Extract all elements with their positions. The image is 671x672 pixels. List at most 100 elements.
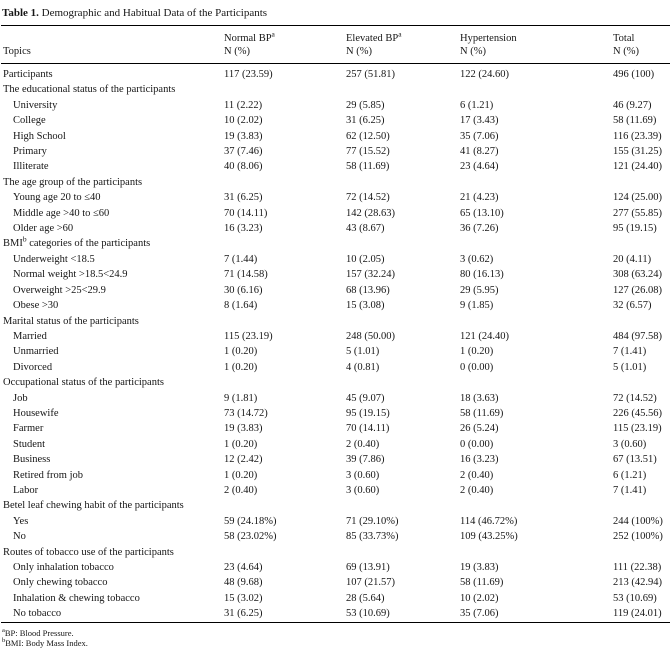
row-value: 3 (0.62) — [460, 253, 494, 265]
row-topic: Married — [13, 330, 47, 342]
row-topic: Normal weight >18.5<24.9 — [13, 269, 128, 281]
row-value: 58 (11.69) — [460, 577, 504, 589]
row-value: 59 (24.18%) — [224, 515, 277, 527]
footnote-marker: b — [22, 236, 27, 244]
row-value: 3 (0.60) — [346, 484, 380, 496]
section-row: BMIb categories of the participants — [1, 236, 670, 251]
footnote-marker: a — [398, 29, 402, 39]
col-header-label: Elevated BP — [346, 33, 399, 44]
row-value: 8 (1.64) — [224, 300, 258, 312]
row-value: 70 (14.11) — [224, 207, 268, 219]
footnote-marker: b — [2, 637, 6, 645]
row-value: 19 (3.83) — [224, 130, 263, 142]
row-topic: Underweight <18.5 — [13, 253, 95, 265]
row-value: 10 (2.05) — [346, 253, 385, 265]
data-row: Primary 37 (7.46) 77 (15.52) 41 (8.27) 155 (… — [1, 144, 670, 159]
row-value: 115 (23.19) — [613, 423, 662, 435]
row-value: 77 (15.52) — [346, 146, 390, 158]
row-value: 2 (0.40) — [346, 438, 380, 450]
data-row: Job 9 (1.81) 45 (9.07) 18 (3.63) 72 (14.52) — [1, 391, 670, 406]
data-row: Business 12 (2.42) 39 (7.86) 16 (3.23) 67 (1… — [1, 452, 670, 467]
row-value: 308 (63.24) — [613, 269, 662, 281]
row-value: 9 (1.81) — [224, 392, 258, 404]
row-value: 46 (9.27) — [613, 99, 652, 111]
row-value: 16 (3.23) — [460, 454, 499, 466]
row-value: 53 (10.69) — [346, 608, 390, 620]
demographics-table: Topics Normal BPa N (%) Elevated BPa N (… — [1, 25, 670, 623]
row-value: 0 (0.00) — [460, 361, 494, 373]
row-value: 107 (21.57) — [346, 577, 395, 589]
data-row: Illiterate 40 (8.06) 58 (11.69) 23 (4.64) 12… — [1, 159, 670, 174]
row-value: 114 (46.72%) — [460, 515, 518, 527]
table-header: Topics Normal BPa N (%) Elevated BPa N (… — [1, 25, 670, 64]
data-row: Middle age >40 to ≤60 70 (14.11) 142 (28.6… — [1, 206, 670, 221]
section-row: Occupational status of the participants — [1, 375, 670, 390]
row-value: 23 (4.64) — [224, 562, 263, 573]
row-value: 157 (32.24) — [346, 269, 395, 281]
row-topic: Unmarried — [13, 346, 59, 358]
section-label: Routes of tobacco use of the participant… — [3, 546, 174, 558]
table-body: Participants 117 (23.59) 257 (51.81) 122 (2… — [1, 64, 670, 623]
row-topic: Business — [13, 454, 51, 466]
data-row: University 11 (2.22) 29 (5.85) 6 (1.21) 46 (… — [1, 98, 670, 113]
row-value: 10 (2.02) — [460, 592, 499, 604]
row-value: 252 (100%) — [613, 531, 663, 543]
row-topic: Student — [13, 438, 46, 450]
row-value: 32 (6.57) — [613, 300, 652, 312]
row-value: 43 (8.67) — [346, 223, 385, 235]
row-value: 53 (10.69) — [613, 592, 657, 604]
row-value: 117 (23.59) — [224, 69, 273, 80]
footnote-bp: aBP: Blood Pressure. — [2, 627, 669, 639]
row-value: 73 (14.72) — [224, 407, 268, 419]
data-row: Only chewing tobacco 48 (9.68) 107 (21.57)… — [1, 575, 670, 590]
data-row: Divorced 1 (0.20) 4 (0.81) 0 (0.00) 5 (1.01) — [1, 360, 670, 375]
footnote-text: BMI: Body Mass Index. — [5, 638, 88, 649]
section-label: Betel leaf chewing habit of the particip… — [3, 500, 184, 512]
data-row: Only inhalation tobacco 23 (4.64) 69 (13.9… — [1, 560, 670, 575]
row-value: 226 (45.56) — [613, 407, 662, 419]
row-value: 18 (3.63) — [460, 392, 499, 404]
footnote-marker: a — [271, 29, 275, 39]
row-topic: Farmer — [13, 423, 44, 435]
row-value: 23 (4.64) — [460, 161, 499, 173]
row-topic: Divorced — [13, 361, 53, 373]
row-value: 12 (2.42) — [224, 454, 263, 466]
row-value: 1 (0.20) — [224, 346, 258, 358]
data-row: Housewife 73 (14.72) 95 (19.15) 58 (11.69) 2… — [1, 406, 670, 421]
row-value: 62 (12.50) — [346, 130, 390, 142]
row-value: 31 (6.25) — [224, 608, 263, 620]
section-label: Marital status of the participants — [3, 315, 139, 327]
table-title: Table 1. Demographic and Habitual Data o… — [1, 4, 670, 25]
row-value: 72 (14.52) — [346, 192, 390, 204]
row-value: 5 (1.01) — [346, 346, 380, 358]
row-value: 2 (0.40) — [224, 484, 258, 496]
row-value: 40 (8.06) — [224, 161, 263, 173]
row-topic: Labor — [13, 484, 39, 496]
row-value: 72 (14.52) — [613, 392, 657, 404]
row-value: 244 (100%) — [613, 515, 663, 527]
data-row: Unmarried 1 (0.20) 5 (1.01) 1 (0.20) 7 (1.41… — [1, 344, 670, 359]
row-value: 116 (23.39) — [613, 130, 662, 142]
table-number: Table 1. — [2, 7, 39, 19]
row-value: 7 (1.41) — [613, 346, 647, 358]
row-topic: Overweight >25<29.9 — [13, 284, 106, 296]
row-topic: Only chewing tobacco — [13, 577, 108, 589]
row-value: 484 (97.58) — [613, 330, 662, 342]
row-value: 26 (5.24) — [460, 423, 499, 435]
section-label: BMIb categories of the participants — [3, 236, 151, 250]
section-row: The age group of the participants — [1, 175, 670, 190]
data-row: Participants 117 (23.59) 257 (51.81) 122 (2… — [1, 64, 670, 83]
row-value: 1 (0.20) — [224, 469, 258, 481]
col-header-label: Hypertension — [460, 33, 517, 44]
row-value: 119 (24.01) — [613, 608, 662, 620]
row-value: 10 (2.02) — [224, 115, 263, 127]
data-row: Yes 59 (24.18%) 71 (29.10%) 114 (46.72%) 244… — [1, 514, 670, 529]
data-row: No tobacco 31 (6.25) 53 (10.69) 35 (7.06) 11… — [1, 606, 670, 622]
row-value: 31 (6.25) — [346, 115, 385, 127]
row-value: 71 (29.10%) — [346, 515, 399, 527]
row-value: 7 (1.44) — [224, 253, 258, 265]
row-topic: Obese >30 — [13, 300, 59, 312]
row-topic: No tobacco — [13, 608, 62, 620]
section-row: Betel leaf chewing habit of the particip… — [1, 498, 670, 513]
row-topic: High School — [13, 130, 66, 142]
